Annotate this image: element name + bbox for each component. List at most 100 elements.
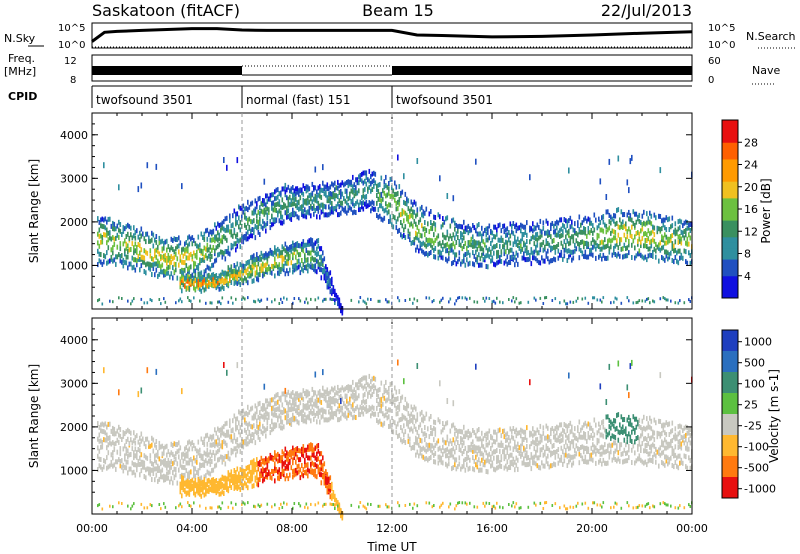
velocity-cell — [272, 405, 275, 411]
power-cell — [283, 263, 285, 269]
power-cell — [580, 222, 582, 228]
power-cell — [157, 273, 159, 279]
power-cell — [652, 237, 654, 243]
velocity-cell — [320, 472, 323, 478]
power-cell — [682, 230, 684, 236]
velocity-cell — [464, 430, 467, 436]
power-cell — [248, 204, 251, 210]
velocity-cell — [371, 404, 374, 410]
velocity-cell — [322, 463, 324, 469]
velocity-cell — [272, 426, 275, 432]
power-cell — [553, 244, 555, 250]
power-cell — [257, 219, 260, 225]
power-cell — [482, 257, 485, 263]
power-cell — [244, 264, 246, 269]
velocity-cell — [463, 440, 465, 446]
power-cell — [233, 263, 236, 268]
power-cell — [145, 231, 147, 237]
velocity-cell — [334, 401, 336, 407]
power-cell — [227, 245, 230, 251]
velocity-cell — [307, 455, 309, 461]
power-cell — [491, 245, 494, 251]
velocity-cell — [188, 470, 191, 476]
power-cell — [145, 262, 147, 268]
velocity-cell — [356, 395, 359, 401]
power-cell — [668, 227, 671, 232]
power-cell — [343, 196, 345, 201]
velocity-cell — [301, 395, 303, 401]
power-cell — [119, 246, 122, 252]
power-cell — [296, 241, 299, 247]
velocity-cell — [376, 418, 378, 423]
velocity-speckle — [314, 371, 317, 378]
velocity-cell — [460, 439, 462, 445]
power-speckle — [412, 301, 414, 305]
power-cell — [466, 257, 468, 263]
power-cell — [290, 211, 293, 217]
velocity-cell — [325, 389, 327, 395]
power-speckle — [259, 300, 261, 303]
power-cell — [634, 211, 636, 217]
velocity-cell — [355, 396, 357, 402]
power-cell — [181, 269, 183, 275]
power-cell — [401, 234, 404, 240]
velocity-cell — [467, 435, 470, 441]
velocity-cell — [482, 462, 485, 468]
power-cell — [278, 262, 281, 268]
velocity-cell — [97, 467, 99, 473]
velocity-cell — [377, 419, 380, 425]
power-cell — [286, 214, 288, 220]
velocity-cell — [272, 469, 275, 474]
power-cell — [344, 205, 347, 211]
velocity-cell — [292, 390, 294, 395]
velocity-cell — [410, 411, 413, 417]
power-cell — [598, 233, 600, 239]
velocity-cell — [226, 454, 228, 460]
velocity-cell — [146, 455, 149, 461]
power-cell — [638, 248, 641, 254]
power-cell — [403, 199, 405, 205]
velocity-cell — [167, 449, 170, 455]
velocity-cell — [419, 437, 422, 443]
velocity-cell — [307, 462, 309, 468]
velocity-cell — [473, 430, 476, 436]
velocity-cell — [364, 375, 366, 381]
velocity-cell — [449, 448, 452, 454]
power-cell — [388, 219, 390, 224]
power-cell — [239, 282, 242, 287]
power-cell — [137, 253, 140, 259]
power-cell — [377, 196, 380, 202]
velocity-cell — [247, 485, 249, 491]
velocity-cell — [367, 391, 369, 397]
velocity-cell — [362, 385, 365, 391]
power-cell — [158, 251, 161, 257]
power-cell — [431, 223, 434, 229]
power-cell — [209, 256, 212, 262]
power-cbar-cell — [722, 125, 738, 132]
power-cell — [185, 263, 188, 269]
power-cell — [239, 262, 242, 268]
power-cell — [325, 278, 327, 284]
velocity-cell — [212, 467, 215, 473]
power-cell — [509, 260, 512, 265]
power-cell — [238, 238, 240, 244]
power-cell — [101, 235, 104, 240]
power-cell — [170, 271, 173, 277]
velocity-cell — [218, 485, 221, 491]
power-cell — [592, 244, 594, 250]
velocity-speckle — [370, 503, 372, 506]
power-cell — [151, 256, 153, 262]
power-cell — [644, 221, 647, 227]
power-speckle — [565, 302, 567, 306]
power-cell — [208, 253, 210, 259]
power-cell — [109, 258, 111, 264]
velocity-cell — [133, 469, 135, 475]
velocity-cell — [353, 393, 356, 398]
power-speckle — [181, 300, 183, 304]
power-cell — [358, 202, 360, 208]
power-cell — [286, 245, 288, 251]
power-cell — [229, 277, 231, 283]
power-cell — [164, 269, 167, 275]
velocity-cell — [335, 412, 338, 418]
power-cell — [247, 229, 249, 235]
